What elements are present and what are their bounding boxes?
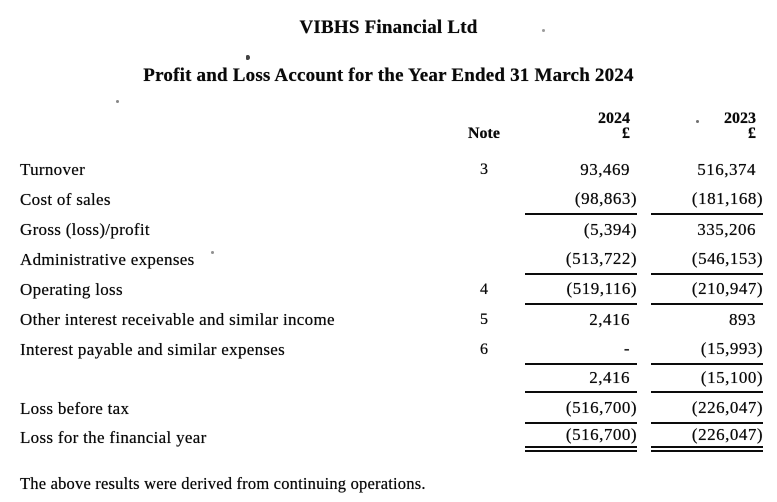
pl-table-rows: Turnover 3 93,469 516,374 Cost of sales … <box>0 155 777 452</box>
row-value-2023: (15,100) <box>651 365 763 393</box>
row-label: Operating loss <box>20 280 123 299</box>
table-row: Administrative expenses (513,722) (546,1… <box>0 245 777 275</box>
row-label: Other interest receivable and similar in… <box>20 310 335 329</box>
table-row: Loss before tax (516,700) (226,047) <box>0 393 777 424</box>
row-note <box>461 245 507 275</box>
row-value-2023: (210,947) <box>651 275 763 305</box>
scan-artifact <box>116 100 119 103</box>
row-value-2024: (516,700) <box>525 393 637 424</box>
continuing-operations-footnote: The above results were derived from cont… <box>20 474 426 493</box>
row-note <box>461 215 507 245</box>
row-value-2023: (546,153) <box>651 245 763 275</box>
row-label: Interest payable and similar expenses <box>20 340 286 359</box>
table-row: 2,416 (15,100) <box>0 365 777 393</box>
row-value-2023: 893 <box>729 310 756 329</box>
table-row: Operating loss 4 (519,116) (210,947) <box>0 275 777 305</box>
row-label: Cost of sales <box>20 190 111 209</box>
row-value-2024: (516,700) <box>525 424 637 452</box>
row-note: 6 <box>480 341 488 358</box>
row-value-2024: (98,863) <box>525 185 637 215</box>
table-column-headers: Note 2024 £ 2023 £ <box>0 110 777 142</box>
table-row: Loss for the financial year (516,700) (2… <box>0 424 777 452</box>
row-value-2023: (181,168) <box>651 185 763 215</box>
row-value-2024: (5,394) <box>583 220 637 239</box>
row-note <box>461 185 507 215</box>
table-row: Turnover 3 93,469 516,374 <box>0 155 777 185</box>
row-label: Administrative expenses <box>20 250 195 269</box>
year-2023-label: 2023 <box>724 110 756 127</box>
currency-2023-label: £ <box>748 125 756 142</box>
year-2024-label: 2024 <box>598 110 630 127</box>
currency-2024-label: £ <box>622 125 630 142</box>
company-title: VIBHS Financial Ltd <box>299 17 478 38</box>
row-note <box>461 393 507 424</box>
row-note: 4 <box>480 281 488 298</box>
row-value-2023: 516,374 <box>697 160 756 179</box>
note-header-label: Note <box>468 125 500 142</box>
row-value-2024: 2,416 <box>525 365 637 393</box>
row-value-2023: (226,047) <box>651 424 763 452</box>
scan-artifact <box>246 55 250 60</box>
row-value-2024: - <box>525 335 637 365</box>
table-row: Other interest receivable and similar in… <box>0 305 777 335</box>
row-note: 3 <box>480 161 488 178</box>
row-value-2023: (226,047) <box>651 393 763 424</box>
header-spacer <box>0 111 461 141</box>
year-2023-column-header: 2023 £ <box>651 110 763 142</box>
report-title: Profit and Loss Account for the Year End… <box>143 65 634 86</box>
row-label: Loss for the financial year <box>20 428 207 447</box>
row-value-2024: (519,116) <box>525 275 637 305</box>
row-label: Loss before tax <box>20 398 130 418</box>
note-column-header: Note <box>461 111 507 142</box>
year-2024-column-header: 2024 £ <box>525 110 637 142</box>
row-value-2024: (513,722) <box>525 245 637 275</box>
row-value-2023: (15,993) <box>651 335 763 365</box>
row-note: 5 <box>480 311 488 328</box>
table-row: Cost of sales (98,863) (181,168) <box>0 185 777 215</box>
row-label: Gross (loss)/profit <box>20 220 150 239</box>
row-label <box>0 365 461 393</box>
row-note <box>461 365 507 393</box>
table-row: Gross (loss)/profit (5,394) 335,206 <box>0 215 777 245</box>
row-note <box>461 424 507 452</box>
table-row: Interest payable and similar expenses 6 … <box>0 335 777 365</box>
row-value-2023: 335,206 <box>697 220 756 239</box>
row-label: Turnover <box>20 160 86 179</box>
row-value-2024: 93,469 <box>580 160 630 179</box>
row-value-2024: 2,416 <box>589 310 630 329</box>
